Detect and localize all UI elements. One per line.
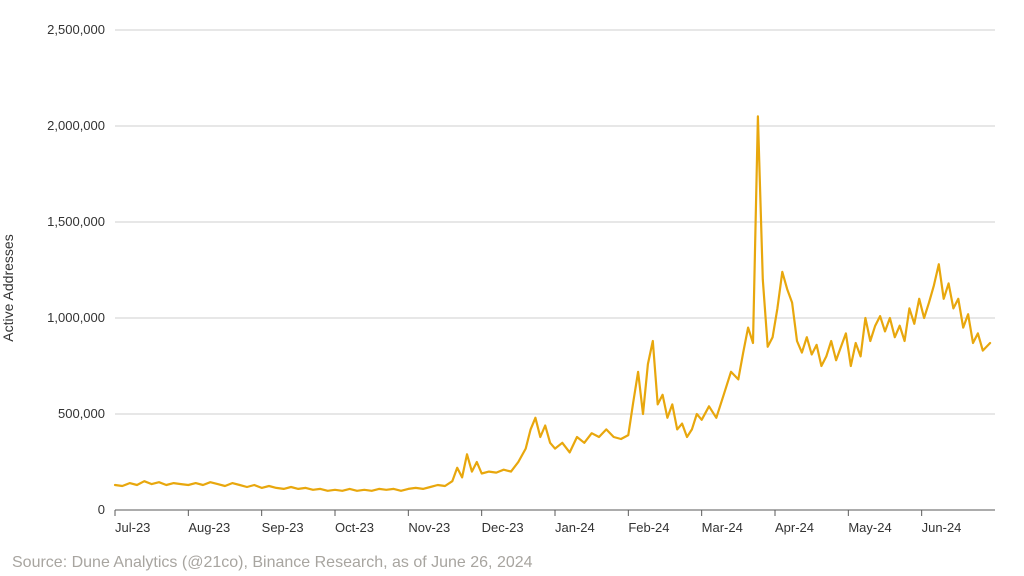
source-caption: Source: Dune Analytics (@21co), Binance … [12, 554, 533, 572]
chart-container: Active Addresses 0 500,000 1,000,000 1,500,… [0, 0, 1024, 576]
svg-text:1,000,000: 1,000,000 [47, 310, 105, 325]
line-chart: 0 500,000 1,000,000 1,500,000 2,000,000 2,500… [0, 0, 1024, 548]
svg-text:Mar-24: Mar-24 [702, 520, 743, 535]
svg-text:Sep-23: Sep-23 [262, 520, 304, 535]
svg-text:2,500,000: 2,500,000 [47, 22, 105, 37]
svg-text:Aug-23: Aug-23 [188, 520, 230, 535]
svg-text:Jul-23: Jul-23 [115, 520, 150, 535]
svg-text:Apr-24: Apr-24 [775, 520, 814, 535]
svg-text:0: 0 [98, 502, 105, 517]
svg-text:Jun-24: Jun-24 [922, 520, 962, 535]
svg-text:Oct-23: Oct-23 [335, 520, 374, 535]
svg-text:Nov-23: Nov-23 [408, 520, 450, 535]
svg-text:Jan-24: Jan-24 [555, 520, 595, 535]
svg-text:Feb-24: Feb-24 [628, 520, 669, 535]
svg-text:500,000: 500,000 [58, 406, 105, 421]
svg-text:1,500,000: 1,500,000 [47, 214, 105, 229]
svg-text:2,000,000: 2,000,000 [47, 118, 105, 133]
svg-text:Dec-23: Dec-23 [482, 520, 524, 535]
y-axis-label: Active Addresses [0, 234, 16, 341]
svg-text:May-24: May-24 [848, 520, 891, 535]
